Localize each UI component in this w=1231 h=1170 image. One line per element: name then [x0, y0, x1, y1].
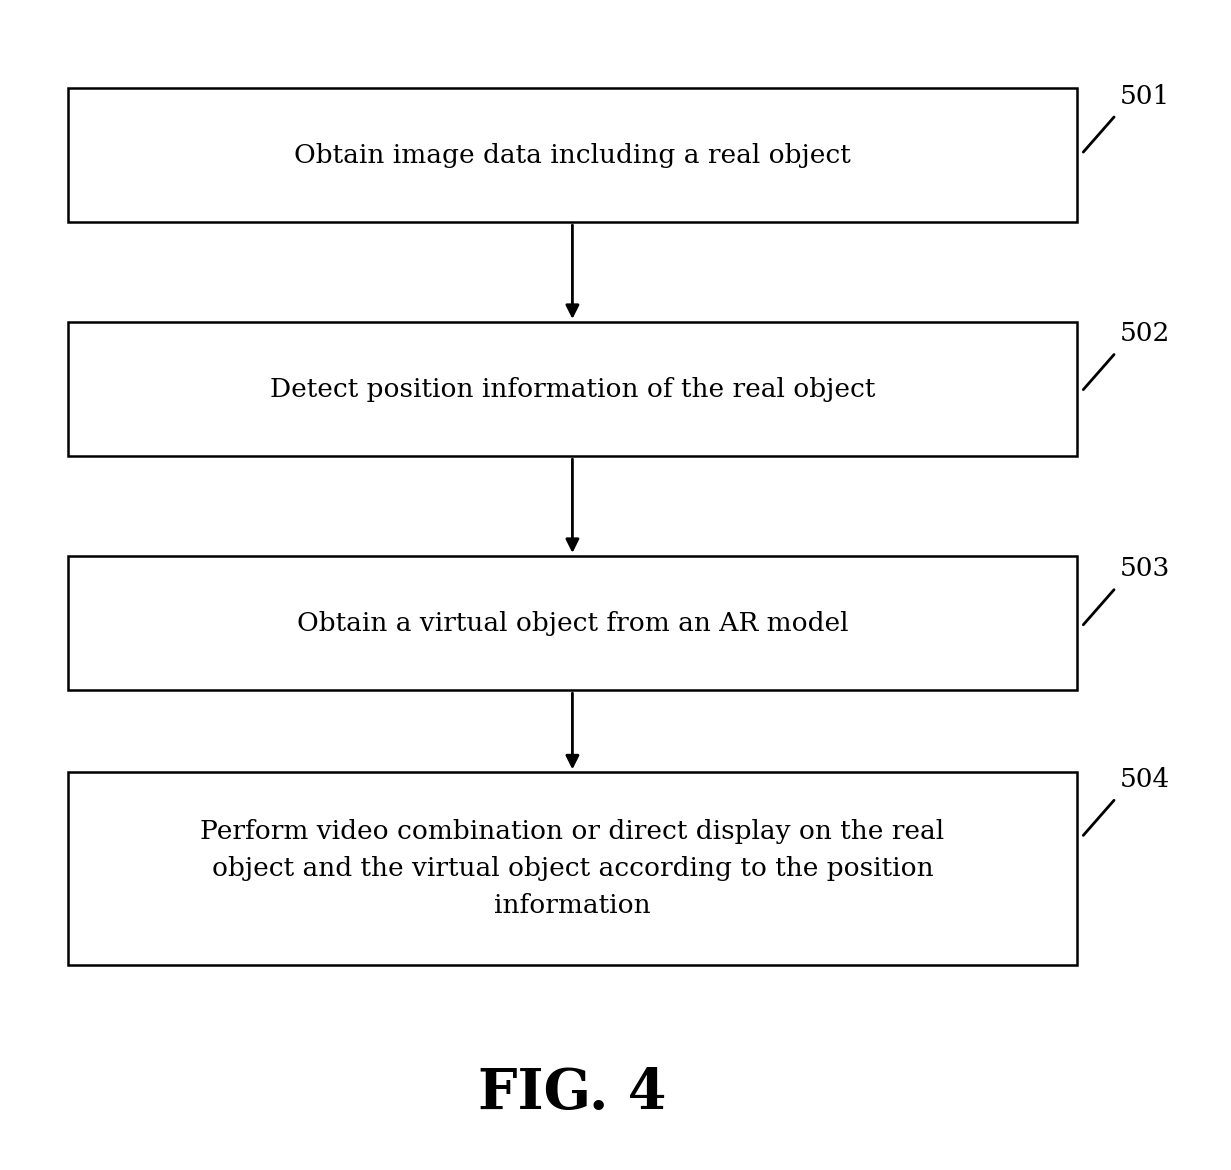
- Text: Perform video combination or direct display on the real
object and the virtual o: Perform video combination or direct disp…: [201, 819, 944, 918]
- Bar: [68, 556, 1077, 690]
- Text: Detect position information of the real object: Detect position information of the real …: [270, 377, 875, 401]
- Bar: [68, 772, 1077, 965]
- Text: Obtain a virtual object from an AR model: Obtain a virtual object from an AR model: [297, 611, 848, 635]
- Text: 502: 502: [1120, 322, 1171, 346]
- Bar: [68, 88, 1077, 222]
- Text: 504: 504: [1120, 768, 1171, 792]
- Text: 503: 503: [1120, 557, 1171, 581]
- Text: FIG. 4: FIG. 4: [478, 1066, 667, 1122]
- Text: Obtain image data including a real object: Obtain image data including a real objec…: [294, 143, 851, 167]
- Bar: [68, 322, 1077, 456]
- Text: 501: 501: [1120, 84, 1171, 109]
